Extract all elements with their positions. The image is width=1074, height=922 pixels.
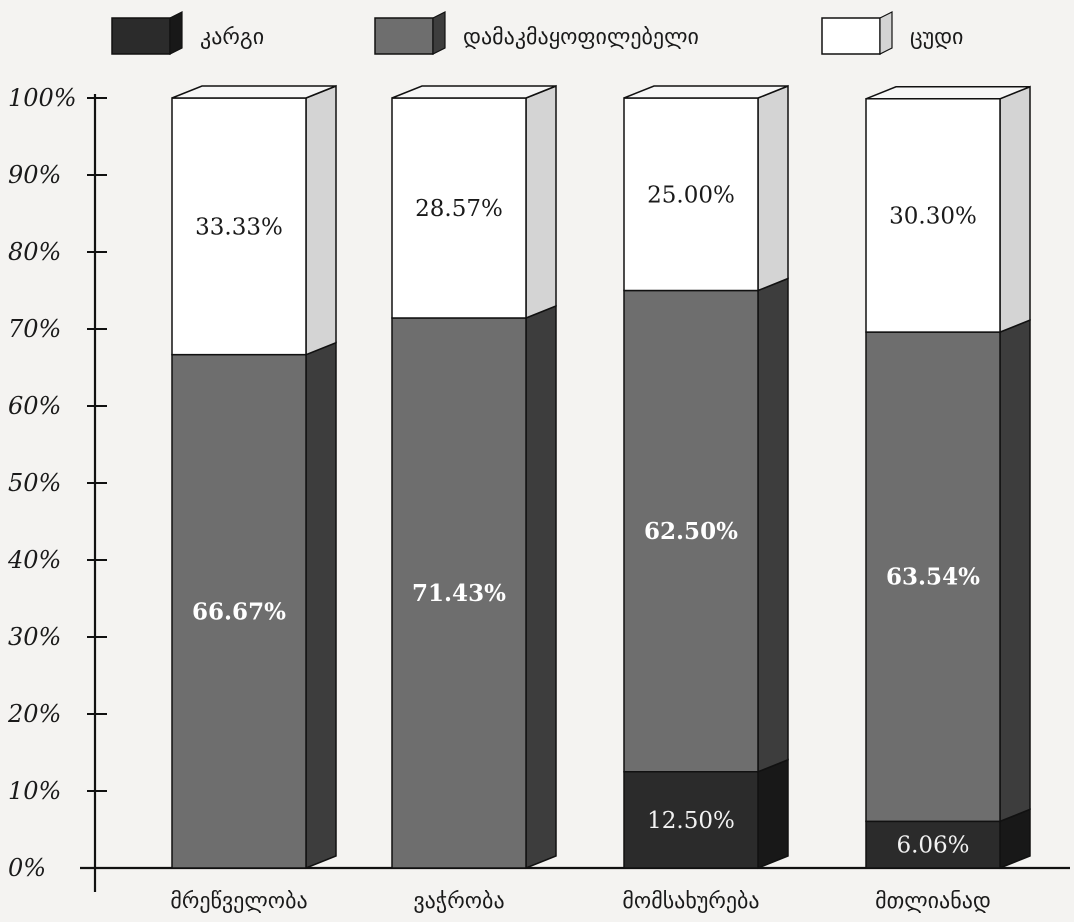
bar-top-1	[171, 85, 337, 99]
bar-group-4: 6.06% 63.54% 30.30%	[865, 85, 1031, 870]
legend-swatch-side-1	[169, 11, 183, 55]
y-tick-label: 20%	[7, 700, 61, 728]
legend-swatch-1	[111, 17, 171, 55]
x-category-label-2: ვაჭრობა	[413, 889, 504, 914]
bar-side-3-3	[757, 84, 789, 292]
data-label-4-1: 6.06%	[896, 833, 969, 859]
x-category-label-4: მთლიანად	[875, 889, 991, 914]
y-tick-label: 30%	[8, 623, 61, 651]
bar-top-4	[865, 86, 1031, 100]
y-tick-label: 100%	[8, 84, 77, 112]
bar-segment-2-2	[391, 317, 527, 869]
x-axis-labels: მრეწველობა ვაჭრობა მომსახურება მთლიანად	[170, 889, 991, 914]
y-tick-label: 80%	[8, 238, 61, 266]
y-tick-label: 50%	[8, 469, 61, 497]
bars: 66.67% 33.33% 71.43% 28.57% 12.50% 62.50% 25.0…	[171, 84, 1031, 870]
x-category-label-3: მომსახურება	[622, 889, 759, 914]
bar-top-3	[623, 85, 789, 99]
legend: კარგი დამაკმაყოფილებელი ცუდი	[111, 11, 963, 55]
bar-side-1-3	[305, 84, 337, 356]
data-label-4-2: 63.54%	[886, 564, 980, 591]
y-tick-label: 0%	[8, 854, 46, 882]
bar-side-4-3	[999, 85, 1031, 334]
bar-segment-4-1	[865, 820, 1001, 869]
y-axis: 0% 10% 20% 30% 40% 50% 60% 70% 80% 90% 100%	[7, 84, 1070, 892]
bar-segment-3-2	[623, 289, 759, 773]
bar-group-3: 12.50% 62.50% 25.00%	[623, 84, 789, 870]
legend-swatch-side-2	[432, 11, 446, 55]
y-tick-label: 70%	[8, 315, 61, 343]
y-tick-label: 90%	[8, 161, 61, 189]
legend-swatch-2	[374, 17, 434, 55]
bar-segment-2-3	[391, 97, 527, 319]
data-label-4-3: 30.30%	[889, 203, 977, 229]
bar-top-2	[391, 85, 557, 99]
bar-group-1: 66.67% 33.33%	[171, 84, 337, 870]
legend-label-2: დამაკმაყოფილებელი	[463, 25, 699, 50]
data-label-3-3: 25.00%	[647, 182, 735, 208]
bar-side-3-2	[757, 277, 789, 773]
legend-swatch-side-3	[879, 11, 893, 55]
data-label-2-2: 71.43%	[412, 580, 506, 607]
legend-label-1: კარგი	[200, 25, 264, 50]
bar-segment-3-1	[623, 771, 759, 869]
data-label-3-1: 12.50%	[647, 808, 735, 834]
x-category-label-1: მრეწველობა	[170, 889, 307, 914]
legend-label-3: ცუდი	[910, 25, 963, 50]
y-tick-label: 10%	[8, 777, 61, 805]
data-label-1-2: 66.67%	[192, 598, 286, 625]
y-tick-label: 60%	[8, 392, 61, 420]
bar-side-2-3	[525, 84, 557, 320]
bar-segment-3-3	[623, 97, 759, 292]
y-tick-label: 40%	[7, 546, 61, 574]
data-label-2-3: 28.57%	[415, 196, 503, 222]
bar-segment-1-3	[171, 97, 307, 356]
bar-segment-4-3	[865, 98, 1001, 333]
data-label-3-2: 62.50%	[644, 518, 738, 545]
bar-segment-4-2	[865, 331, 1001, 823]
bar-side-3-1	[757, 758, 789, 870]
bar-side-2-2	[525, 304, 557, 870]
bar-side-1-2	[305, 341, 337, 870]
bar-side-4-2	[999, 318, 1031, 823]
data-label-1-3: 33.33%	[195, 214, 283, 240]
bar-segment-1-2	[171, 353, 307, 869]
bar-group-2: 71.43% 28.57%	[391, 84, 557, 870]
legend-swatch-3	[821, 17, 881, 55]
